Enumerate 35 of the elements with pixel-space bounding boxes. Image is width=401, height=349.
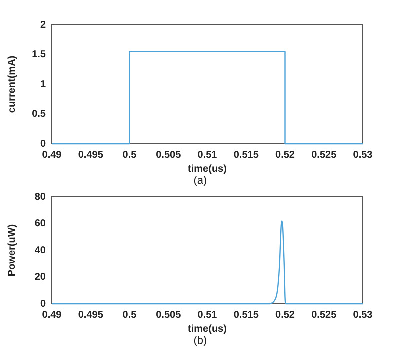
- x-tick-label: 0.51: [198, 150, 218, 161]
- y-axis-title: current(mA): [6, 56, 18, 114]
- x-tick-label: 0.515: [234, 150, 260, 161]
- x-tick-label: 0.52: [276, 310, 296, 321]
- y-tick-label: 80: [34, 192, 46, 203]
- y-tick-label: 1: [40, 79, 46, 90]
- x-tick-label: 0.49: [42, 310, 62, 321]
- text: (b): [192, 335, 208, 348]
- x-tick-label: 0.5: [122, 150, 138, 161]
- y-tick-label: 60: [34, 218, 46, 230]
- y-tick-label: 1.5: [32, 50, 46, 60]
- x-tick-label: 0.525: [312, 150, 338, 161]
- y-axis-title: Power(uW): [6, 224, 18, 277]
- x-axis-title: time(us): [188, 324, 227, 335]
- x-axis-title: time(us): [188, 164, 227, 175]
- y-tick-label: 0: [40, 298, 46, 310]
- line-series: [51, 220, 364, 305]
- x-tick-label: 0.52: [276, 150, 296, 161]
- y-tick-label: 0: [40, 138, 46, 150]
- x-tick-label: 0.515: [234, 310, 260, 321]
- x-tick-label: 0.495: [78, 150, 104, 161]
- y-tick-label: 0.5: [32, 109, 46, 120]
- x-tick-label: 0.495: [78, 310, 104, 321]
- x-tick-label: 0.5: [122, 310, 138, 321]
- x-tick-label: 0.49: [42, 150, 62, 161]
- y-tick-label: 20: [34, 272, 46, 283]
- y-tick-label: 40: [34, 245, 46, 256]
- text: (a): [192, 175, 208, 188]
- x-tick-label: 0.525: [312, 310, 338, 321]
- x-tick-label: 0.51: [198, 310, 218, 321]
- x-tick-label: 0.53: [353, 150, 374, 161]
- x-tick-label: 0.505: [156, 310, 182, 321]
- x-tick-label: 0.505: [156, 150, 182, 161]
- x-tick-label: 0.53: [353, 310, 374, 321]
- y-tick-label: 2: [40, 20, 46, 31]
